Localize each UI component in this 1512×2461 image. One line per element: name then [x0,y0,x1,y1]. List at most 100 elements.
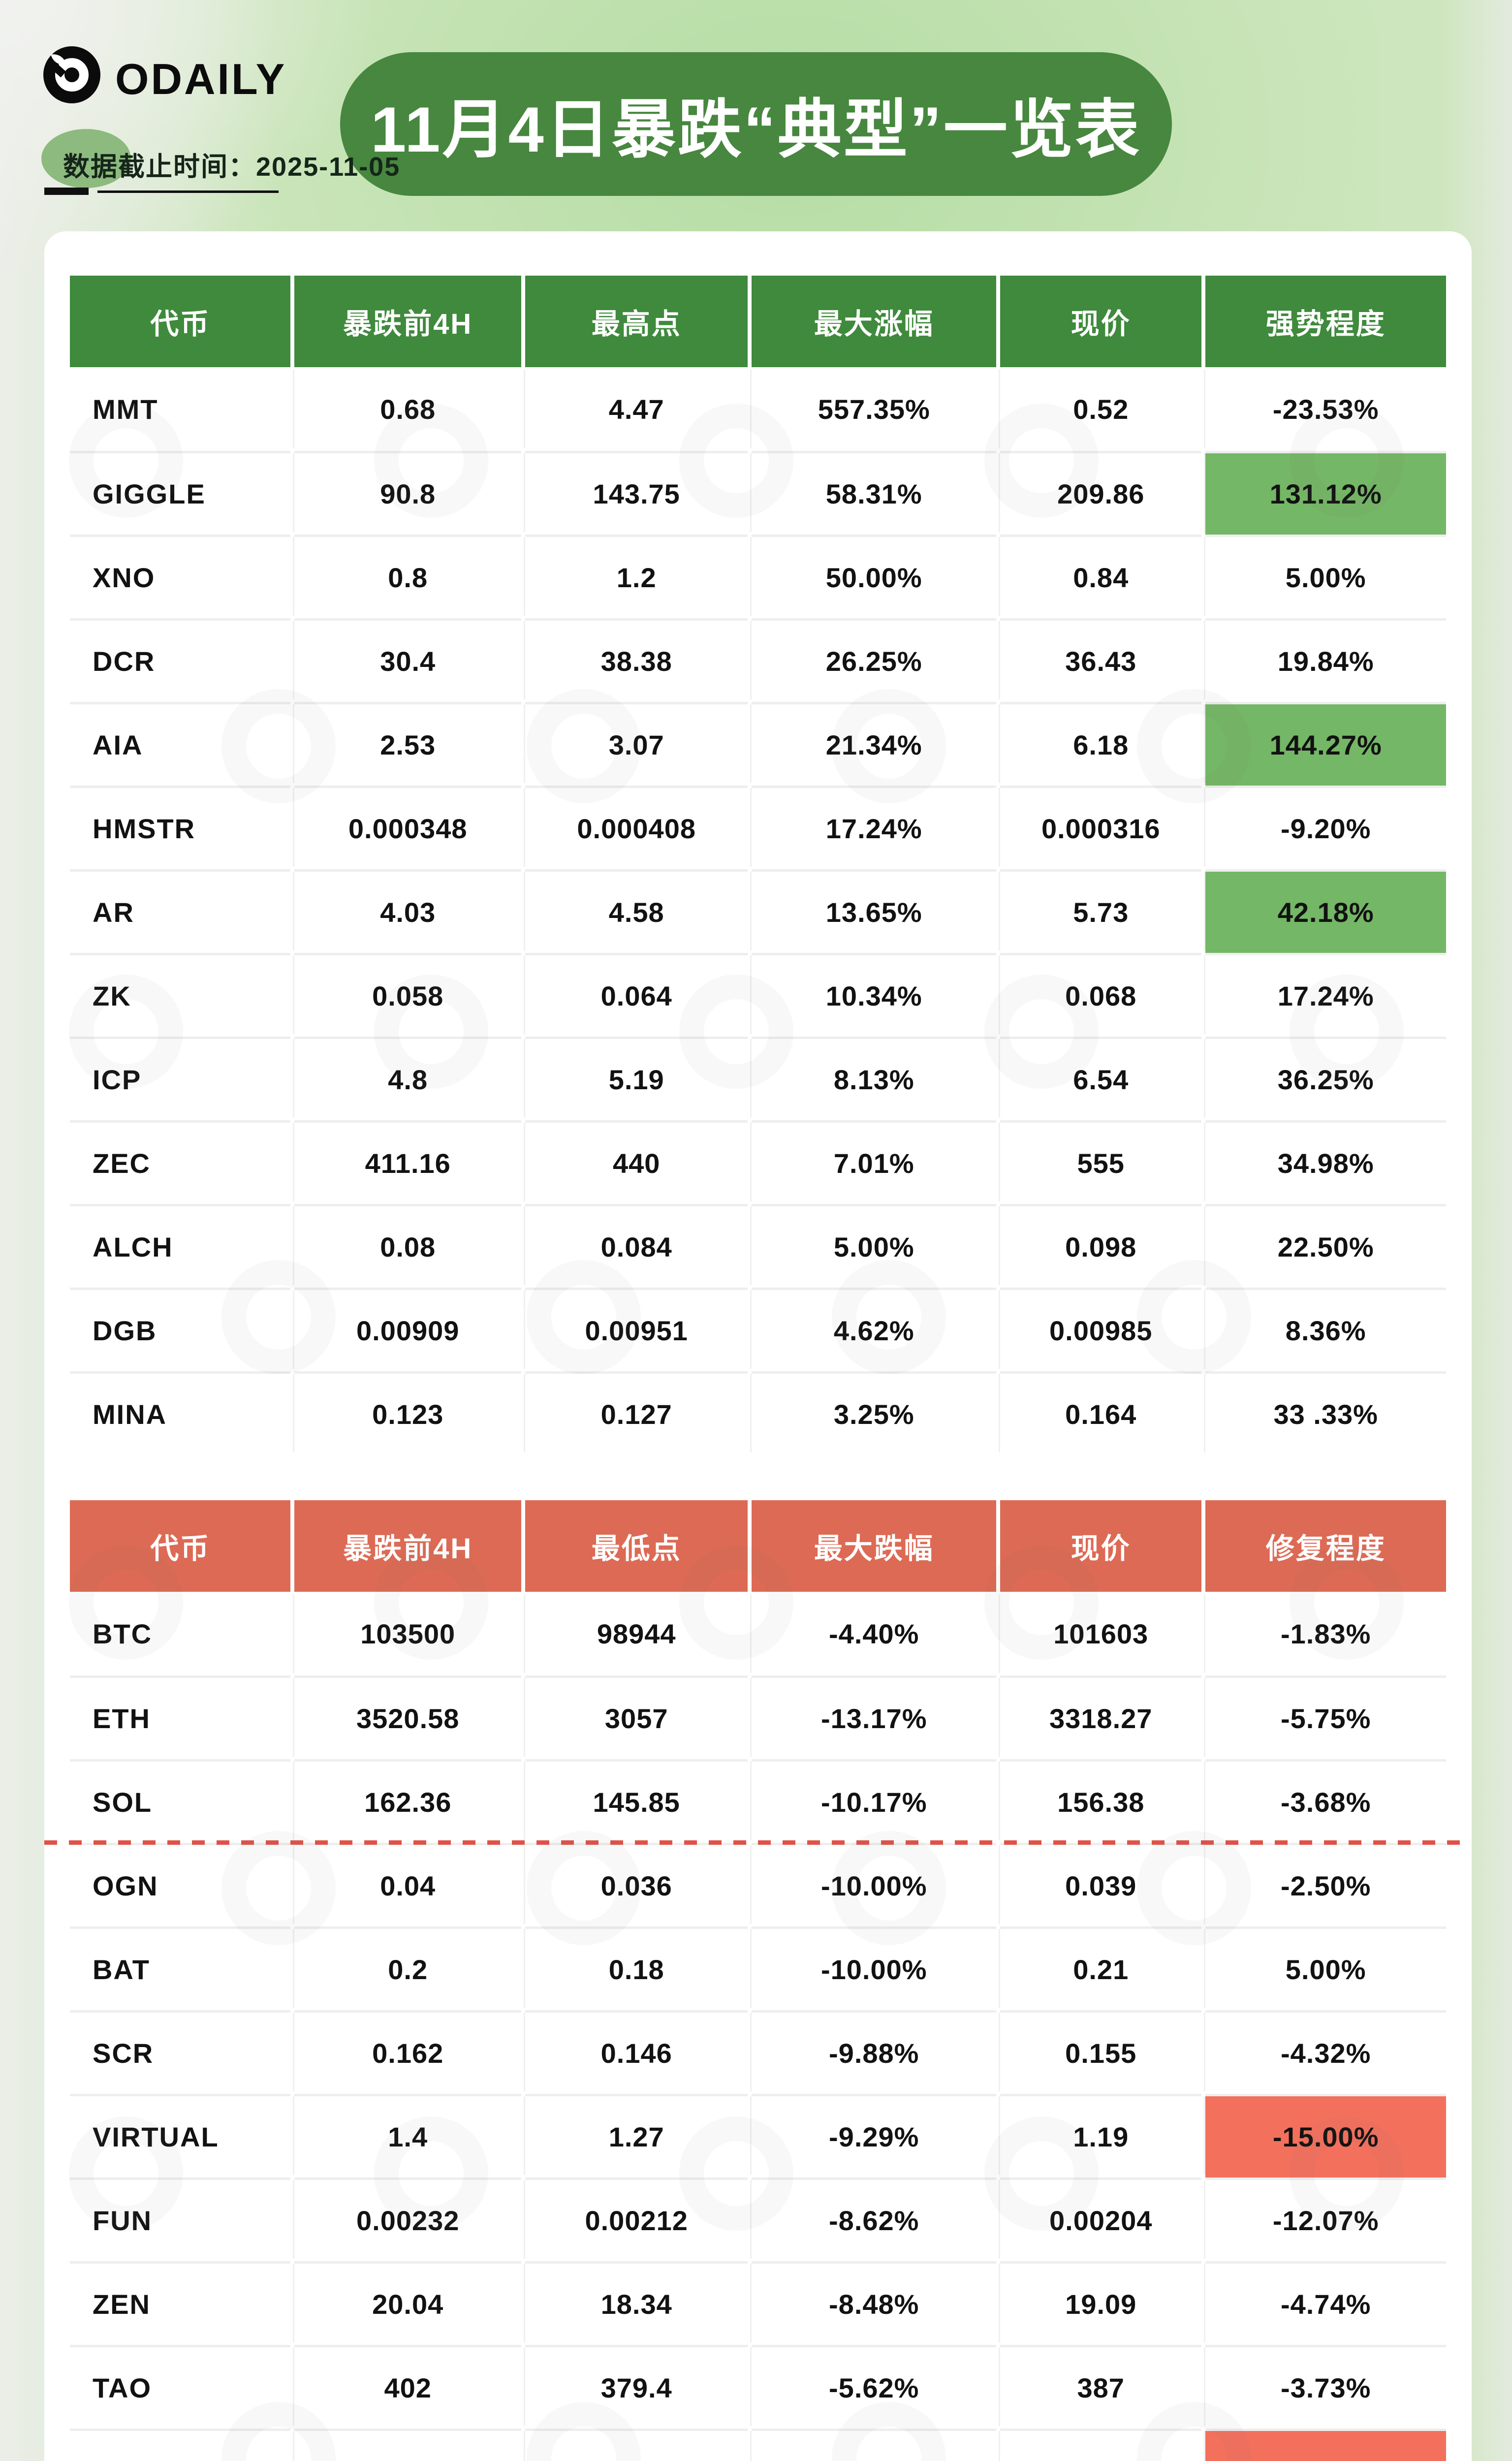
cell-value: -23.53% [1205,367,1446,451]
cell-value: -9.29% [752,2094,997,2177]
cell-token: XNO [70,535,291,618]
cell-value: 0.123 [294,1371,521,1455]
cell-value: 0.00232 [294,2177,521,2261]
cell-value: 3520.58 [294,1675,521,1759]
cell-value: -1.83% [1205,1592,1446,1675]
cell-token: SCR [70,2010,291,2094]
cell-value: 50.00% [752,535,997,618]
cell-value: 33 .33% [1205,1371,1446,1455]
cell-value: 17.24% [1205,953,1446,1037]
cell-value: -5.62% [752,2345,997,2429]
data-cutoff-label: 数据截止时间：2025-11-05 [63,152,401,182]
cell-value: 5.00% [1205,1926,1446,2010]
cell-value: -13.17% [752,1675,997,1759]
cell-value: -3.73% [1205,2345,1446,2429]
cell-value-highlight: 144.27% [1205,702,1446,786]
cell-value: -8.48% [752,2261,997,2345]
cell-value: 0.000408 [525,786,748,869]
cell-value: 0.162 [294,2010,521,2094]
cell-value: 22.50% [1205,1204,1446,1288]
cell-value: 379.4 [525,2345,748,2429]
cell-value: 8.13% [752,1037,997,1120]
cell-value: 0.084 [525,1204,748,1288]
cell-value: 1.2 [525,535,748,618]
cell-value: 0.84 [1000,535,1202,618]
cell-value: 557.35% [752,367,996,451]
title-badge: 11月4日暴跌“典型”一览表 [340,52,1172,196]
cell-value: 103500 [294,1592,521,1675]
cell-value: -9.88% [752,2010,997,2094]
cell-value: 101603 [1000,1592,1201,1675]
cell-value: 4.03 [294,869,521,953]
cell-value: -12.07% [1205,2177,1446,2261]
cell-value: -5.75% [1205,1675,1446,1759]
cell-value: 0.164 [1000,1371,1202,1455]
cell-value: 18.34 [525,2261,748,2345]
column-header: 代币 [70,276,291,367]
cell-value: 36.25% [1205,1037,1446,1120]
cell-token: ETH [70,1675,291,1759]
table-losers: 代币 暴跌前4H 最低点 最大跌幅 现价 修复程度 BTC 103500 98944… [70,1500,1446,2461]
cell-token: ICP [70,1037,291,1120]
cell-value: 0.68 [294,367,521,451]
cell-value: 0.064 [525,953,748,1037]
cell-value: 5.19 [525,1037,748,1120]
cell-value: 20.04 [294,2261,521,2345]
cell-value: 5.73 [1000,869,1202,953]
cell-token: GIGGLE [70,451,291,535]
cell-value: 156.38 [1000,1759,1202,1843]
cutoff-underline-thick [44,188,89,195]
cell-value: 36.43 [1000,618,1202,702]
cell-value: 5.00% [1205,535,1446,618]
cell-value: 30.4 [294,618,521,702]
cell-value: 4.8 [294,1037,521,1120]
cell-token: MMT [93,393,158,425]
column-header: 最大涨幅 [752,276,997,367]
cell-value: 0.8 [294,535,521,618]
cell-value: 555 [1000,1120,1202,1204]
cell-value-highlight: 131.12% [1205,451,1446,535]
cell-token: AIA [70,702,291,786]
cell-value: -4.74% [1205,2261,1446,2345]
column-header: 修复程度 [1205,1500,1446,1592]
cell-value: 411.16 [294,1120,521,1204]
cell-value: 0.00212 [525,2177,748,2261]
tables-gap [70,1455,1446,1500]
cell-value: 38.38 [525,618,748,702]
cell-value: 143.75 [525,451,748,535]
cell-value: 0.00985 [1000,1288,1202,1371]
cell-value: 0.036 [525,1843,748,1926]
cell-value: 4.47 [525,367,748,451]
cell-value: 1.4 [294,2094,521,2177]
cell-value: 0.0179 [525,2429,748,2461]
cell-token: DGB [70,1288,291,1371]
cell-value: 0.127 [525,1371,748,1455]
cell-value: 21.34% [752,702,997,786]
cell-value: 0.039 [1000,1843,1202,1926]
cell-value: 6.54 [1000,1037,1202,1120]
cell-value: 0.21 [1000,1926,1202,2010]
cell-value: 0.000348 [294,786,521,869]
cell-token: FUN [70,2177,291,2261]
cell-value: 7.01% [752,1120,997,1204]
cell-value: -2.50% [1205,1843,1446,1926]
cell-value: 26.25% [752,618,997,702]
cell-token: ZEN [70,2261,291,2345]
cell-value: 3.25% [752,1371,997,1455]
cell-value: 440 [525,1120,748,1204]
cell-value: 145.85 [525,1759,748,1843]
cell-value: 0.08 [294,1204,521,1288]
cell-value: 3057 [525,1675,748,1759]
column-header: 最低点 [525,1500,748,1592]
cell-value: 387 [1000,2345,1202,2429]
cell-value: 0.000316 [1000,786,1202,869]
cell-value: 90.8 [294,451,521,535]
cell-value: 0.068 [1000,953,1202,1037]
column-header: 最大跌幅 [752,1500,997,1592]
cell-value: 19.84% [1205,618,1446,702]
cutoff-highlight-ellipse [41,129,131,188]
cell-value: 58.31% [752,451,997,535]
cell-value: 10.34% [752,953,997,1037]
red-dashed-divider [44,1840,1472,1845]
cell-value: 0.18 [525,1926,748,2010]
